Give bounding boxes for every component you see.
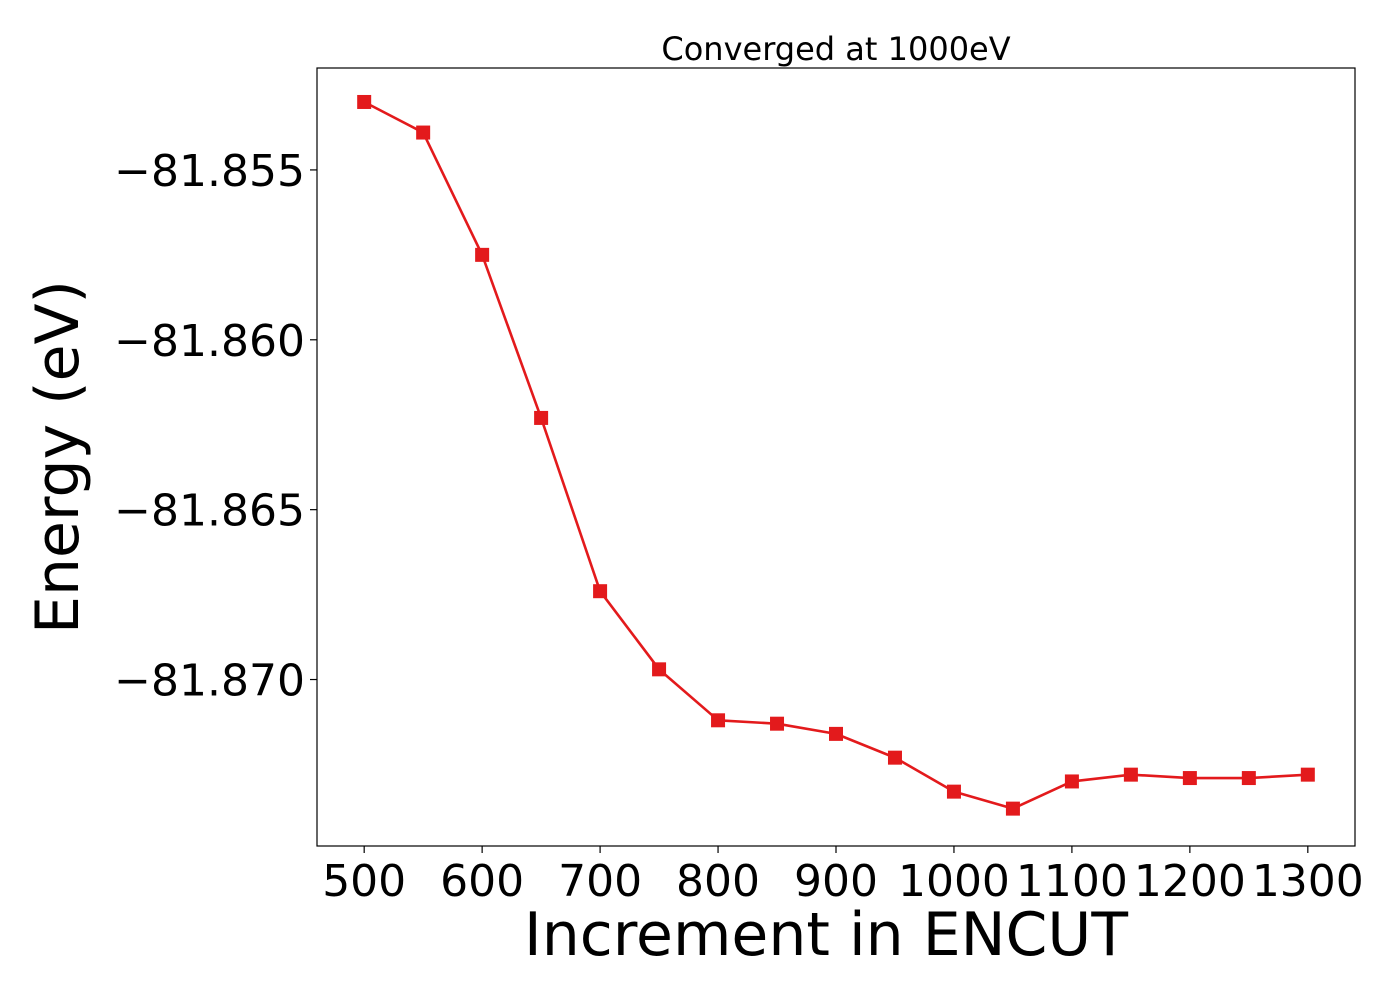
y-axis-label: Energy (eV)	[23, 280, 93, 634]
data-point-marker	[652, 662, 667, 677]
data-point-marker	[946, 784, 961, 799]
y-tick-label: −81.860	[114, 316, 305, 367]
data-point-marker	[829, 726, 843, 741]
y-tick-label: −81.855	[114, 146, 305, 197]
chart-marks	[357, 94, 1315, 816]
y-axis-ticks: −81.855 −81.860 −81.865 −81.870	[114, 146, 317, 707]
y-tick-label: −81.870	[114, 656, 305, 707]
data-point-marker	[357, 94, 372, 109]
x-tick-label: 1100	[1016, 856, 1128, 907]
data-point-marker	[1241, 771, 1256, 786]
x-tick-label: 900	[794, 856, 878, 907]
data-point-marker	[711, 713, 726, 728]
data-point-marker	[416, 125, 431, 140]
x-tick-label: 800	[676, 856, 760, 907]
data-point-marker	[887, 750, 902, 765]
x-tick-label: 1000	[898, 856, 1010, 907]
x-axis-ticks: 500 600 700 800 900 1000 1100 1200 1300	[322, 846, 1364, 907]
x-axis-label: Increment in ENCUT	[524, 900, 1128, 970]
data-point-marker	[1182, 771, 1197, 786]
x-tick-label: 500	[322, 856, 406, 907]
data-point-marker	[475, 247, 490, 262]
x-tick-label: 600	[440, 856, 524, 907]
plot-background	[317, 68, 1355, 846]
data-point-marker	[1005, 801, 1020, 816]
x-tick-label: 1200	[1134, 856, 1246, 907]
y-tick-label: −81.865	[114, 486, 305, 537]
plot-frame	[316, 67, 1356, 847]
data-point-marker	[1123, 767, 1138, 782]
data-point-marker	[534, 410, 549, 425]
chart-title: Converged at 1000eV	[661, 30, 1010, 68]
data-point-marker	[1300, 767, 1315, 782]
data-point-marker	[1064, 774, 1079, 789]
data-point-marker	[593, 584, 608, 599]
x-tick-label: 1300	[1252, 856, 1364, 907]
data-point-marker	[770, 716, 785, 731]
x-tick-label: 700	[558, 856, 642, 907]
